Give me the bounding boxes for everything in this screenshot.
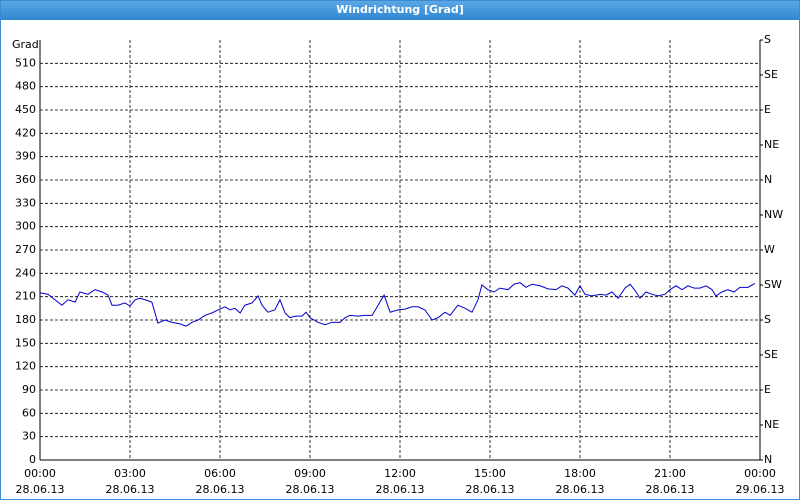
y-tick-label: 420 (15, 126, 36, 139)
y2-tick-label: S (764, 313, 771, 326)
x-tick-date: 29.06.13 (736, 483, 785, 496)
y2-tick-label: N (764, 453, 772, 466)
y-axis-label: Grad (12, 38, 39, 51)
data-line (39, 282, 756, 327)
x-tick-label: 00:00 (744, 467, 776, 480)
y2-tick-label: S (764, 33, 771, 46)
y2-tick-label: W (764, 243, 775, 256)
y-tick-label: 150 (15, 336, 36, 349)
y-tick-label: 210 (15, 290, 36, 303)
x-tick-date: 28.06.13 (106, 483, 155, 496)
y-tick-label: 60 (22, 406, 36, 419)
y2-tick-label: NE (764, 138, 779, 151)
y2-tick-label: NE (764, 418, 779, 431)
y2-tick-label: SE (764, 348, 778, 361)
title-bar (0, 0, 800, 20)
y-tick-label: 120 (15, 360, 36, 373)
y-tick-label: 270 (15, 243, 36, 256)
x-tick-date: 28.06.13 (196, 483, 245, 496)
x-tick-date: 28.06.13 (286, 483, 335, 496)
y-tick-label: 90 (22, 383, 36, 396)
x-tick-label: 18:00 (564, 467, 596, 480)
y2-tick-label: NW (764, 208, 783, 221)
y-tick-label: 510 (15, 56, 36, 69)
x-tick-label: 15:00 (474, 467, 506, 480)
y-tick-label: 240 (15, 266, 36, 279)
y-tick-label: 30 (22, 430, 36, 443)
y2-tick-label: E (764, 383, 771, 396)
y-tick-label: 450 (15, 103, 36, 116)
x-tick-label: 09:00 (294, 467, 326, 480)
x-tick-date: 28.06.13 (466, 483, 515, 496)
y2-tick-label: E (764, 103, 771, 116)
y2-tick-label: N (764, 173, 772, 186)
y-tick-label: 300 (15, 220, 36, 233)
x-tick-date: 28.06.13 (646, 483, 695, 496)
chart-title: Windrichtung [Grad] (336, 3, 464, 16)
y2-tick-label: SW (764, 278, 782, 291)
y-tick-label: 480 (15, 80, 36, 93)
x-tick-date: 28.06.13 (376, 483, 425, 496)
x-tick-label: 12:00 (384, 467, 416, 480)
x-tick-date: 28.06.13 (556, 483, 605, 496)
y-tick-label: 330 (15, 196, 36, 209)
y-tick-label: 180 (15, 313, 36, 326)
x-tick-label: 03:00 (114, 467, 146, 480)
x-tick-label: 06:00 (204, 467, 236, 480)
y-tick-label: 390 (15, 150, 36, 163)
x-tick-date: 28.06.13 (16, 483, 65, 496)
y-tick-label: 0 (29, 453, 36, 466)
y-tick-label: 360 (15, 173, 36, 186)
x-tick-label: 21:00 (654, 467, 686, 480)
x-tick-label: 00:00 (24, 467, 56, 480)
y2-tick-label: SE (764, 68, 778, 81)
